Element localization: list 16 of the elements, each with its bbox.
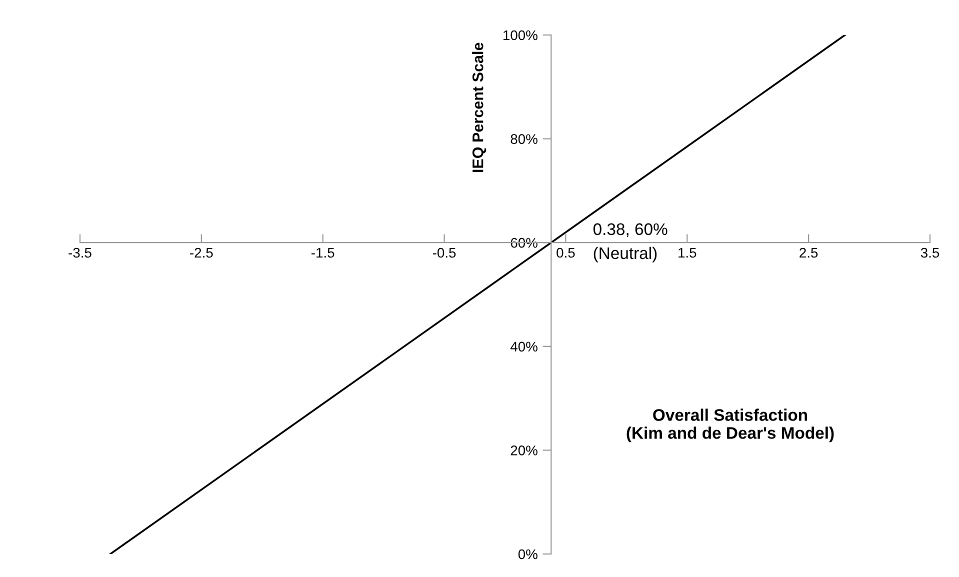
x-tick-label: 0.5 <box>556 248 575 258</box>
y-tick-label: 40% <box>510 342 538 352</box>
x-tick-label: -3.5 <box>68 248 92 258</box>
x-tick-label: -2.5 <box>190 248 213 258</box>
x-tick-label: -0.5 <box>432 248 456 258</box>
y-tick-label: 100% <box>503 30 538 40</box>
y-tick-label: 0% <box>518 549 538 560</box>
annotation: 0.38, 60% (Neutral) <box>593 223 668 262</box>
x-axis-title: Overall Satisfaction (Kim and de Dear's Model) <box>626 408 834 442</box>
x-tick-label: 2.5 <box>800 248 818 258</box>
y-tick-label: 20% <box>510 446 538 456</box>
y-axis-title: IEQ Percent Scale <box>472 42 486 172</box>
x-tick-label: 1.5 <box>678 248 696 258</box>
x-tick-label: -1.5 <box>312 248 334 258</box>
x-tick-label: 3.5 <box>920 248 940 258</box>
y-tick-label: 80% <box>510 134 538 144</box>
